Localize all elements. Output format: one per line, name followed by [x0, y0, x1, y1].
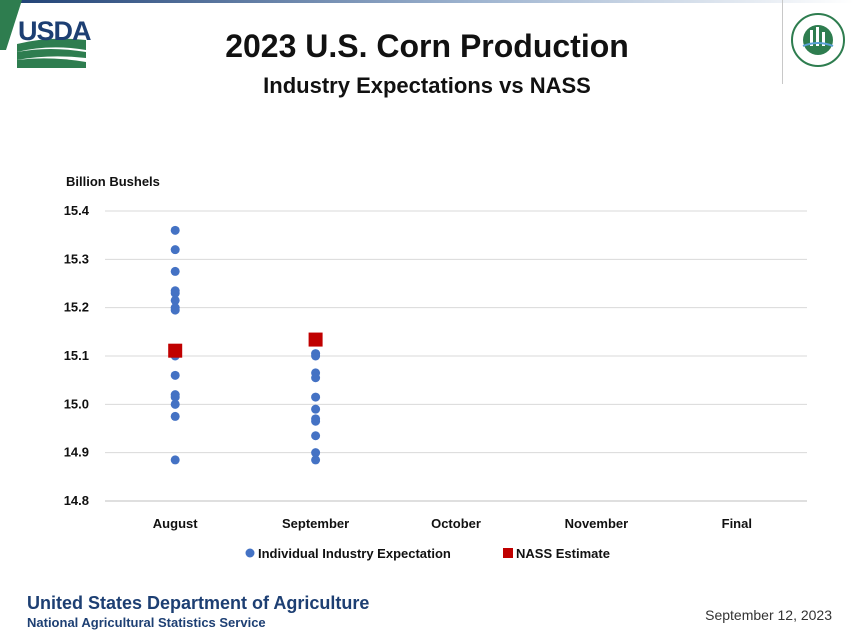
- y-tick-label: 15.0: [64, 396, 89, 411]
- legend-label: Individual Industry Expectation: [258, 546, 451, 561]
- chart-title: 2023 U.S. Corn Production: [225, 28, 629, 64]
- x-tick-label: August: [153, 516, 198, 531]
- x-tick-label: October: [431, 516, 481, 531]
- corn-production-scatter-chart: Billion Bushels 14.8 14.9 15.0 15.1 15.2 15.3…: [64, 174, 807, 561]
- industry-expectation-point: [311, 404, 321, 414]
- nass-estimate-point: [168, 343, 183, 358]
- industry-expectation-point: [170, 295, 180, 305]
- footer-organization: United States Department of Agriculture: [27, 593, 370, 613]
- agriculture-counts-logo: [782, 0, 854, 84]
- nass-estimate-point: [308, 332, 323, 347]
- industry-expectation-point: [311, 448, 321, 458]
- industry-expectation-point: [170, 245, 180, 255]
- usda-logo-text: USDA: [18, 16, 92, 46]
- industry-expectation-point: [170, 266, 180, 276]
- industry-expectation-point: [170, 288, 180, 298]
- logo-divider: [782, 0, 783, 84]
- usda-logo: USDA: [0, 0, 100, 80]
- industry-expectation-point: [170, 411, 180, 421]
- usda-logo-mark-icon: [0, 0, 86, 68]
- industry-expectation-point: [170, 370, 180, 380]
- industry-expectation-point: [311, 416, 321, 426]
- top-accent-bar: [0, 0, 854, 3]
- industry-expectation-point: [311, 373, 321, 383]
- agriculture-counts-seal-icon: [791, 13, 845, 67]
- footer-agency: National Agricultural Statistics Service: [27, 615, 266, 630]
- y-tick-label: 15.1: [64, 348, 89, 363]
- y-tick-label: 14.8: [64, 493, 89, 508]
- legend-label: NASS Estimate: [516, 546, 610, 561]
- industry-expectation-point: [311, 351, 321, 361]
- y-tick-label: 14.9: [64, 445, 89, 460]
- x-tick-label: Final: [722, 516, 752, 531]
- x-tick-label: September: [282, 516, 349, 531]
- industry-expectation-point: [311, 392, 321, 402]
- y-tick-label: 15.2: [64, 300, 89, 315]
- chart-subtitle: Industry Expectations vs NASS: [263, 73, 591, 98]
- footer-date: September 12, 2023: [705, 607, 832, 623]
- industry-expectation-point: [170, 455, 180, 465]
- x-tick-label: November: [565, 516, 629, 531]
- industry-expectation-point: [311, 431, 321, 441]
- industry-expectation-point: [170, 392, 180, 402]
- industry-expectation-point: [170, 399, 180, 409]
- legend-industry-marker-icon: [245, 548, 255, 558]
- industry-expectation-point: [311, 455, 321, 465]
- legend-nass-marker-icon: [503, 548, 513, 558]
- y-tick-label: 15.4: [64, 203, 90, 218]
- y-axis-label: Billion Bushels: [66, 174, 160, 189]
- industry-expectation-point: [170, 305, 180, 315]
- y-tick-label: 15.3: [64, 251, 89, 266]
- industry-expectation-point: [170, 225, 180, 235]
